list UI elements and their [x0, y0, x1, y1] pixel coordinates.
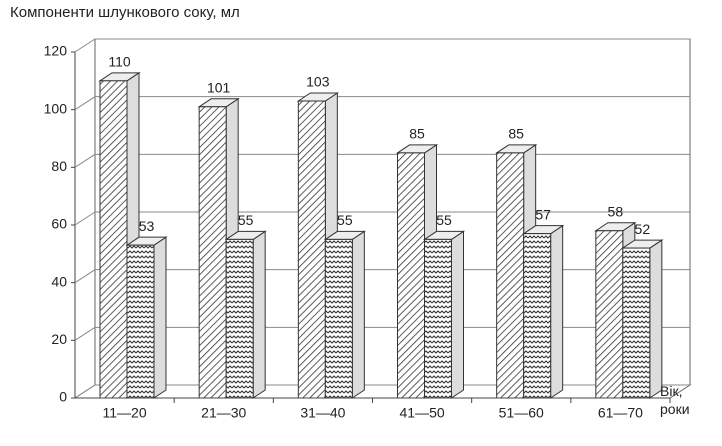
- bar: [595, 230, 624, 399]
- bar: [99, 80, 128, 399]
- bar: [397, 152, 425, 399]
- grid-line: [74, 269, 96, 284]
- bar-side: [550, 224, 564, 399]
- grid-line: [74, 96, 96, 111]
- value-label: 103: [306, 74, 330, 90]
- bar: [297, 100, 326, 399]
- x-tick-label: 21—30: [201, 405, 246, 421]
- bar-side: [252, 230, 266, 399]
- x-tick-label: 61—70: [598, 405, 643, 421]
- bar: [198, 106, 227, 399]
- y-tick-label: 120: [44, 43, 68, 59]
- grid-line: [74, 153, 96, 168]
- bar: [496, 152, 525, 399]
- value-label: 110: [108, 54, 131, 70]
- bar: [523, 233, 552, 399]
- value-label: 85: [508, 126, 524, 142]
- x-tick-label: 41—50: [400, 405, 445, 421]
- bar-side: [351, 230, 365, 399]
- x-tick-label: 11—20: [103, 405, 147, 421]
- grid-line: [74, 384, 96, 399]
- x-tick-label: 51—60: [499, 405, 544, 421]
- value-label: 53: [139, 218, 155, 234]
- value-label: 101: [207, 79, 231, 95]
- bar: [424, 238, 452, 399]
- x-axis-label: Вік, роки: [660, 383, 690, 417]
- grid-line: [74, 38, 96, 53]
- grid-line: [74, 326, 96, 341]
- y-tick-label: 20: [51, 331, 67, 347]
- value-label: 55: [238, 212, 254, 228]
- value-label: 55: [436, 212, 452, 228]
- grid-line: [74, 211, 96, 226]
- y-tick-label: 60: [51, 216, 67, 232]
- bar: [126, 244, 155, 399]
- value-label: 85: [409, 126, 425, 142]
- y-tick-label: 0: [59, 389, 67, 405]
- bar: [324, 238, 353, 399]
- y-tick-label: 80: [51, 158, 67, 174]
- chart-title: Компоненти шлункового соку, мл: [10, 4, 240, 21]
- y-tick-label: 40: [51, 273, 67, 289]
- value-label: 52: [635, 221, 651, 237]
- y-tick-label: 100: [44, 100, 68, 116]
- value-label: 55: [337, 212, 353, 228]
- bar: [225, 238, 254, 399]
- bar-side: [153, 236, 167, 399]
- value-label: 58: [608, 203, 624, 219]
- value-label: 57: [535, 206, 551, 222]
- bar: [622, 247, 651, 399]
- bar-side: [649, 239, 663, 399]
- x-tick-label: 31—40: [300, 405, 345, 421]
- bar-side: [451, 230, 464, 399]
